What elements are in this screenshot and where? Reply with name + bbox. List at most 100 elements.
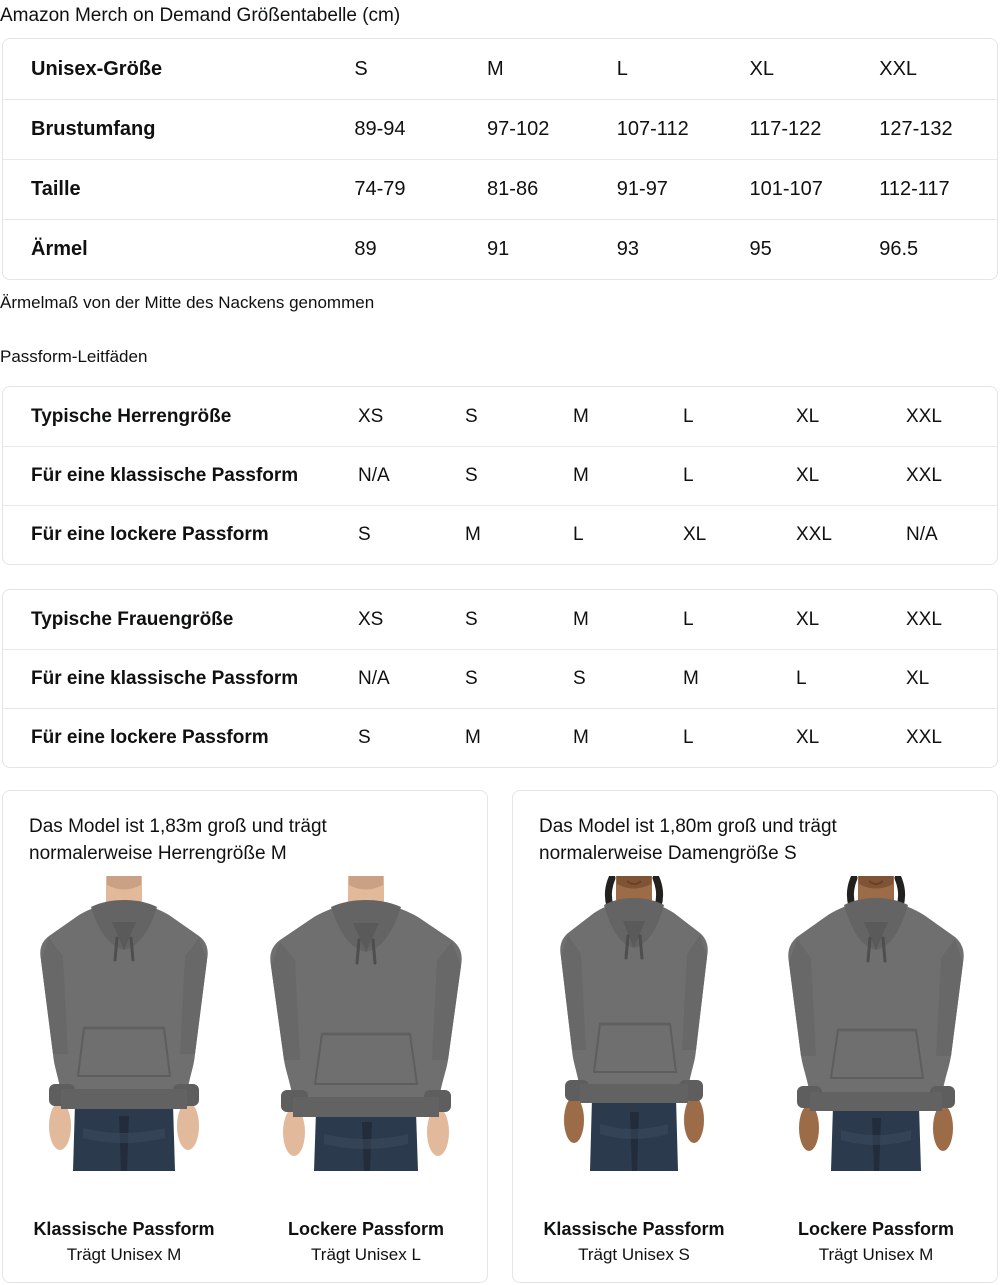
cell-womens-relaxed-2: M: [573, 727, 589, 748]
table-row: Für eine klassische Passform N/A S S M L…: [3, 649, 997, 708]
model-photo-mens-relaxed: [245, 876, 487, 1171]
cell-womens-relaxed-1: M: [465, 727, 481, 748]
cell-womens-typical-2: M: [573, 608, 589, 630]
hoodie-figure-female-classic: [560, 876, 708, 1171]
model-fit-label-relaxed: Lockere Passform Trägt Unisex M: [755, 1216, 997, 1268]
table-row: Typische Frauengröße XS S M L XL XXL: [3, 590, 997, 649]
cell-womens-typical-5: XXL: [906, 608, 942, 630]
page-title: Amazon Merch on Demand Größentabelle (cm…: [0, 5, 401, 26]
cell-mens-classic-5: XXL: [906, 465, 942, 486]
row-label-womens-classic-fit: Für eine klassische Passform: [31, 668, 299, 689]
model-caption-line-2: normalerweise Herrengröße M: [29, 843, 287, 864]
column-header-l: L: [616, 57, 628, 80]
row-label-waist: Taille: [31, 178, 81, 200]
row-label-womens-relaxed-fit: Für eine lockere Passform: [31, 727, 269, 748]
column-header-s: S: [354, 57, 368, 80]
hoodie-figure-female-relaxed: [788, 876, 964, 1171]
cell-mens-relaxed-5: N/A: [906, 524, 938, 545]
model-fit-label-relaxed: Lockere Passform Trägt Unisex L: [245, 1216, 487, 1268]
model-card-womens: Das Model ist 1,80m groß und trägt norma…: [512, 790, 998, 1283]
cell-womens-typical-0: XS: [358, 608, 384, 630]
model-fit-labels-womens: Klassische Passform Trägt Unisex S Locke…: [513, 1216, 997, 1268]
model-photo-womens-relaxed: [755, 876, 997, 1171]
cell-sleeve-s: 89: [354, 238, 377, 260]
fit-subtitle-classic: Trägt Unisex S: [578, 1245, 690, 1264]
cell-chest-xl: 117-122: [749, 118, 822, 140]
cell-womens-relaxed-5: XXL: [906, 727, 942, 748]
fit-subtitle-classic: Trägt Unisex M: [66, 1245, 182, 1264]
cell-waist-m: 81-86: [487, 178, 539, 200]
mens-fit-guide-table: Typische Herrengröße XS S M L XL XXL Für…: [2, 386, 998, 565]
cell-mens-relaxed-1: M: [465, 524, 481, 545]
cell-mens-typical-0: XS: [358, 405, 384, 427]
table-row: Brustumfang 89-94 97-102 107-112 117-122…: [3, 99, 997, 159]
cell-mens-typical-1: S: [465, 405, 478, 427]
cell-waist-xxl: 112-117: [879, 178, 950, 200]
cell-mens-relaxed-4: XXL: [796, 524, 832, 545]
table-row: Taille 74-79 81-86 91-97 101-107 112-117: [3, 159, 997, 219]
cell-mens-relaxed-3: XL: [683, 524, 707, 545]
row-label-sleeve: Ärmel: [31, 238, 88, 260]
cell-mens-classic-4: XL: [796, 465, 820, 486]
cell-womens-relaxed-0: S: [358, 727, 371, 748]
row-label-chest: Brustumfang: [31, 118, 156, 140]
cell-mens-classic-3: L: [683, 465, 694, 486]
row-label-typical-womens-size: Typische Frauengröße: [31, 608, 234, 630]
row-label-mens-classic-fit: Für eine klassische Passform: [31, 465, 299, 486]
fit-subtitle-relaxed: Trägt Unisex M: [818, 1245, 934, 1264]
fit-title-relaxed: Lockere Passform: [797, 1219, 955, 1239]
cell-mens-classic-2: M: [573, 465, 589, 486]
cell-mens-classic-0: N/A: [358, 465, 390, 486]
model-fit-label-classic: Klassische Passform Trägt Unisex M: [3, 1216, 245, 1268]
cell-mens-typical-5: XXL: [906, 405, 942, 427]
unisex-size-table: Unisex-Größe S M L XL XXL Brustumfang 89…: [2, 38, 998, 280]
row-label-mens-relaxed-fit: Für eine lockere Passform: [31, 524, 269, 545]
fit-title-classic: Klassische Passform: [33, 1219, 215, 1239]
model-photos-mens: [3, 876, 487, 1171]
model-caption-line-1: Das Model ist 1,80m groß und trägt: [539, 816, 837, 837]
model-card-mens: Das Model ist 1,83m groß und trägt norma…: [2, 790, 488, 1283]
table-row: Für eine lockere Passform S M L XL XXL N…: [3, 505, 997, 564]
cell-waist-l: 91-97: [616, 178, 668, 200]
model-caption-line-1: Das Model ist 1,83m groß und trägt: [29, 816, 327, 837]
cell-womens-classic-3: M: [683, 668, 699, 689]
table-header-row: Unisex-Größe S M L XL XXL: [3, 39, 997, 99]
cell-womens-typical-1: S: [465, 608, 478, 630]
cell-womens-classic-5: XL: [906, 668, 930, 689]
table-row: Für eine klassische Passform N/A S M L X…: [3, 446, 997, 505]
table-row: Ärmel 89 91 93 95 96.5: [3, 219, 997, 279]
cell-chest-m: 97-102: [487, 118, 550, 140]
cell-womens-classic-1: S: [465, 668, 478, 689]
cell-mens-relaxed-0: S: [358, 524, 371, 545]
cell-mens-relaxed-2: L: [573, 524, 584, 545]
cell-womens-classic-0: N/A: [358, 668, 390, 689]
column-header-xl: XL: [749, 57, 774, 80]
model-caption-line-2: normalerweise Damengröße S: [539, 843, 797, 864]
column-header-xxl: XXL: [879, 57, 918, 80]
table-row: Für eine lockere Passform S M M L XL XXL: [3, 708, 997, 767]
cell-sleeve-m: 91: [487, 238, 510, 260]
model-caption-womens: Das Model ist 1,80m groß und trägt norma…: [513, 791, 997, 867]
hoodie-figure-male-relaxed: [270, 876, 462, 1171]
model-photos-womens: [513, 876, 997, 1171]
model-fit-label-classic: Klassische Passform Trägt Unisex S: [513, 1216, 755, 1268]
model-caption-mens: Das Model ist 1,83m groß und trägt norma…: [3, 791, 487, 867]
table-row: Typische Herrengröße XS S M L XL XXL: [3, 387, 997, 446]
cell-chest-xxl: 127-132: [879, 118, 953, 140]
cell-sleeve-xxl: 96.5: [879, 238, 919, 260]
model-fit-labels-mens: Klassische Passform Trägt Unisex M Locke…: [3, 1216, 487, 1268]
model-photo-womens-classic: [513, 876, 755, 1171]
cell-womens-classic-4: L: [796, 668, 807, 689]
hoodie-figure-male-classic: [40, 876, 208, 1171]
cell-chest-l: 107-112: [616, 118, 689, 140]
cell-sleeve-l: 93: [616, 238, 640, 260]
cell-womens-typical-4: XL: [796, 608, 820, 630]
sleeve-measurement-note: Ärmelmaß von der Mitte des Nackens genom…: [0, 293, 375, 312]
fit-guides-heading: Passform-Leitfäden: [0, 347, 148, 366]
column-header-m: M: [487, 57, 504, 80]
cell-waist-xl: 101-107: [749, 178, 823, 200]
cell-mens-typical-2: M: [573, 405, 589, 427]
womens-fit-guide-table: Typische Frauengröße XS S M L XL XXL Für…: [2, 589, 998, 768]
fit-title-classic: Klassische Passform: [543, 1219, 725, 1239]
